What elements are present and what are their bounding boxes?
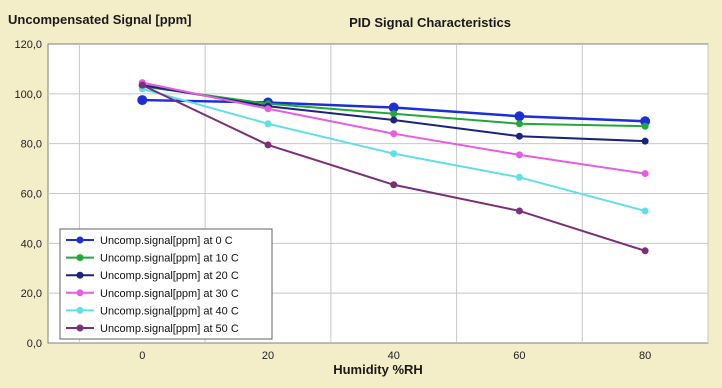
data-point	[515, 120, 523, 128]
legend-swatch-marker	[76, 236, 84, 244]
x-tick-label: 60	[513, 350, 525, 362]
data-point	[515, 151, 523, 159]
legend-label: Uncomp.signal[ppm] at 10 C	[100, 253, 239, 265]
x-axis-label: Humidity %RH	[333, 362, 423, 377]
legend-label: Uncomp.signal[ppm] at 50 C	[100, 323, 239, 335]
data-point	[640, 116, 651, 127]
x-tick-label: 40	[388, 350, 400, 362]
data-point	[515, 173, 523, 181]
legend-swatch-marker	[76, 324, 84, 332]
data-point	[515, 132, 523, 140]
data-point	[264, 120, 272, 128]
y-tick-label: 20,0	[21, 288, 42, 300]
legend-swatch-marker	[76, 306, 84, 314]
data-point	[515, 207, 523, 215]
grid-layer	[48, 44, 709, 343]
x-tick-labels: 0 20 40 60 80	[139, 350, 651, 362]
data-point	[641, 247, 649, 255]
y-tick-label: 0,0	[27, 338, 42, 350]
series-layer	[137, 79, 651, 255]
data-point	[390, 110, 398, 118]
data-point	[264, 105, 272, 113]
data-point	[514, 111, 525, 122]
y-tick-label: 100,0	[14, 89, 42, 101]
data-point	[641, 207, 649, 215]
y-axis-label: Uncompensated Signal [ppm]	[8, 12, 191, 27]
legend-label: Uncomp.signal[ppm] at 30 C	[100, 288, 239, 300]
legend-items: Uncomp.signal[ppm] at 0 C Uncomp.signal[p…	[66, 235, 239, 335]
legend-swatch-marker	[76, 254, 84, 262]
y-tick-label: 60,0	[21, 189, 42, 201]
x-tick-label: 20	[262, 350, 274, 362]
legend: Uncomp.signal[ppm] at 0 C Uncomp.signal[p…	[59, 228, 273, 340]
y-tick-label: 40,0	[21, 238, 42, 250]
data-point	[264, 141, 272, 149]
data-point	[641, 137, 649, 145]
data-point	[641, 170, 649, 178]
legend-label: Uncomp.signal[ppm] at 0 C	[100, 235, 233, 247]
data-point	[390, 150, 398, 158]
data-point	[390, 130, 398, 138]
legend-swatch-marker	[76, 271, 84, 279]
y-tick-label: 80,0	[21, 139, 42, 151]
y-tick-labels: 0,0 20,0 40,0 60,0 80,0 100,0 120,0	[14, 39, 42, 350]
data-point	[641, 122, 649, 130]
x-tick-label: 80	[639, 350, 651, 362]
data-point	[137, 95, 148, 106]
data-point	[138, 81, 146, 89]
legend-swatch-marker	[76, 289, 84, 297]
data-point	[388, 102, 399, 113]
legend-label: Uncomp.signal[ppm] at 40 C	[100, 305, 239, 317]
chart-title: PID Signal Characteristics	[349, 15, 511, 30]
x-tick-label: 0	[139, 350, 145, 362]
data-point	[390, 116, 398, 124]
legend-label: Uncomp.signal[ppm] at 20 C	[100, 270, 239, 282]
legend-box	[59, 228, 273, 340]
data-point	[390, 181, 398, 189]
y-tick-label: 120,0	[14, 39, 42, 51]
